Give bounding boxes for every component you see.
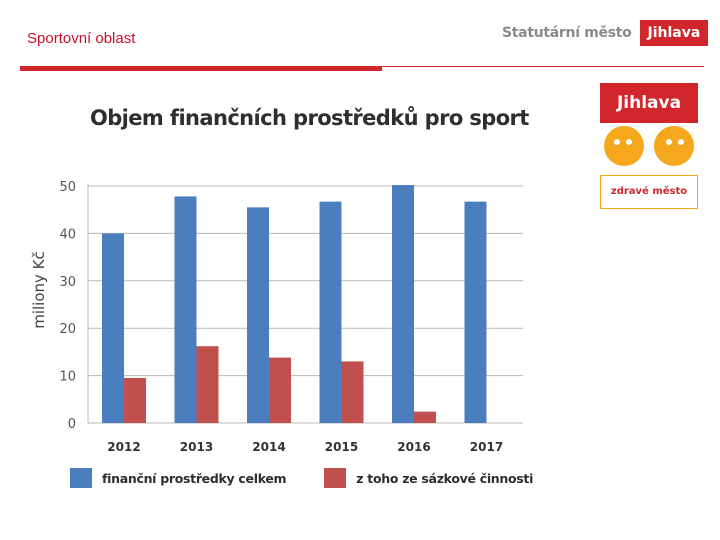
x-tick-label: 2013 — [180, 440, 213, 454]
x-tick-label: 2017 — [470, 440, 503, 454]
y-tick-label: 20 — [59, 322, 76, 337]
header-rule-thick — [20, 66, 382, 71]
bar-total-2013 — [174, 196, 197, 423]
legend-item-total: finanční prostředky celkem — [70, 468, 287, 488]
legend-label-total: finanční prostředky celkem — [102, 470, 287, 486]
smiley-face-icon — [654, 126, 694, 166]
bar-total-2016 — [392, 185, 414, 423]
y-tick-label: 0 — [68, 417, 76, 432]
legend-label-betting: z toho ze sázkové činnosti — [356, 470, 534, 486]
header-rule-thin — [382, 66, 704, 67]
chart-legend: finanční prostředky celkem z toho ze sáz… — [70, 468, 571, 488]
legend-item-betting: z toho ze sázkové činnosti — [324, 468, 533, 488]
healthy-city-logo: Jihlava zdravé město — [600, 83, 698, 209]
logo-city-name: Jihlava — [600, 83, 698, 123]
bar-betting-2015 — [341, 361, 364, 423]
bar-betting-2013 — [196, 346, 219, 423]
logo-faces — [600, 123, 698, 175]
y-tick-label: 40 — [59, 227, 76, 242]
bar-betting-2012 — [124, 377, 146, 423]
logo-tagline: zdravé město — [600, 175, 698, 209]
bar-betting-2014 — [269, 357, 291, 423]
y-tick-label: 10 — [59, 370, 76, 385]
x-tick-label: 2014 — [252, 440, 285, 454]
x-tick-label: 2015 — [325, 440, 358, 454]
brand-text: Statutární město — [502, 25, 632, 41]
chart-title: Objem finančních prostředků pro sport — [90, 106, 529, 130]
y-tick-label: 30 — [59, 275, 76, 290]
legend-swatch-betting — [324, 468, 347, 488]
bar-total-2014 — [247, 207, 269, 423]
x-tick-label: 2012 — [107, 440, 140, 454]
smiley-face-icon — [604, 126, 644, 166]
brand-header: Statutární město Jihlava — [502, 20, 709, 46]
y-tick-label: 50 — [59, 180, 76, 195]
legend-swatch-total — [70, 468, 92, 488]
section-title: Sportovní oblast — [27, 30, 136, 47]
bar-total-2012 — [102, 233, 124, 423]
bar-betting-2016 — [414, 411, 436, 423]
bar-total-2015 — [319, 201, 342, 423]
brand-box: Jihlava — [639, 20, 709, 46]
y-axis-label: miliony Kč — [30, 251, 48, 329]
bar-total-2017 — [464, 201, 487, 423]
x-tick-label: 2016 — [397, 440, 430, 454]
